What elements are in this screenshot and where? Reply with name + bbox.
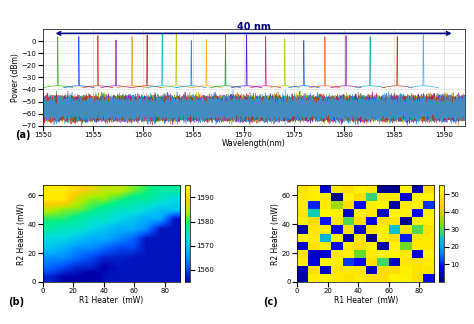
Text: (a): (a) — [15, 131, 31, 140]
Text: (c): (c) — [263, 297, 278, 307]
Text: (b): (b) — [9, 297, 25, 307]
X-axis label: R1 Heater  (mW): R1 Heater (mW) — [79, 295, 144, 305]
Y-axis label: Power (dBm): Power (dBm) — [11, 53, 20, 102]
Text: 40 nm: 40 nm — [237, 22, 271, 32]
X-axis label: R1 Heater  (mW): R1 Heater (mW) — [334, 295, 398, 305]
Y-axis label: R2 Heater (mW): R2 Heater (mW) — [272, 203, 281, 265]
Y-axis label: R2 Heater (mW): R2 Heater (mW) — [17, 203, 26, 265]
X-axis label: Wavelength(nm): Wavelength(nm) — [222, 139, 285, 148]
